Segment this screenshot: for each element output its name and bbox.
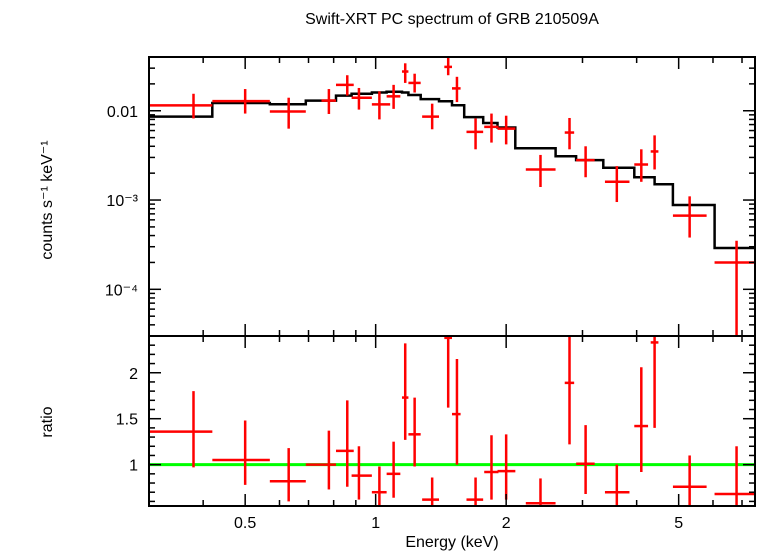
spectrum-frame bbox=[148, 56, 756, 337]
ratio-data-point bbox=[371, 466, 387, 506]
spectrum-data-point bbox=[650, 135, 659, 170]
y-tick-label: 1.5 bbox=[116, 412, 138, 429]
y-tick-label: 0.01 bbox=[107, 104, 138, 121]
spectrum-data-point bbox=[444, 57, 452, 76]
spectrum-data-point bbox=[422, 103, 440, 130]
spectrum-data-point bbox=[564, 117, 575, 150]
ratio-data-point bbox=[576, 425, 595, 495]
ratio-data-point bbox=[212, 420, 270, 485]
spectrum-data-point bbox=[634, 149, 649, 182]
ratio-data-group bbox=[149, 336, 755, 506]
ratio-data-point bbox=[305, 430, 336, 490]
x-tick-label: 1 bbox=[371, 515, 380, 532]
spectrum-data-point bbox=[351, 87, 372, 110]
chart-title: Swift-XRT PC spectrum of GRB 210509A bbox=[305, 11, 599, 28]
ratio-data-point bbox=[564, 336, 575, 445]
ratio-panel: 0.5 1 2 5 1 1.5 2 bbox=[116, 335, 756, 532]
spectrum-data-point bbox=[576, 146, 595, 178]
ratio-data-point bbox=[269, 448, 306, 502]
spectrum-data-point bbox=[452, 76, 461, 103]
spectrum-data-point bbox=[714, 240, 755, 336]
ratio-data-point bbox=[634, 367, 649, 472]
ratio-data-point bbox=[335, 400, 354, 487]
spectrum-data-point bbox=[604, 166, 630, 203]
spectrum-data-point bbox=[149, 93, 213, 119]
spectrum-data-point bbox=[408, 73, 421, 93]
y-tick-label: 2 bbox=[129, 366, 138, 383]
model-step-group bbox=[149, 90, 755, 250]
ratio-data-point bbox=[604, 464, 630, 506]
ratio-data-point bbox=[351, 446, 372, 500]
ratio-axes: 0.5 1 2 5 1 1.5 2 bbox=[116, 335, 755, 532]
spectrum-data-point bbox=[466, 118, 484, 150]
spectrum-data-point bbox=[401, 63, 409, 83]
ratio-data-point bbox=[672, 455, 707, 506]
spectrum-y-axis-label: counts s⁻¹ keV⁻¹ bbox=[39, 140, 56, 259]
ratio-data-point bbox=[386, 441, 401, 498]
spectrum-data-point bbox=[371, 91, 391, 120]
spectrum-data-point bbox=[525, 154, 556, 187]
ratio-data-point bbox=[452, 358, 461, 465]
spectrum-data-point bbox=[497, 115, 516, 145]
x-axis-label: Energy (keV) bbox=[405, 534, 498, 551]
ratio-data-point bbox=[650, 336, 659, 428]
ratio-y-axis-label: ratio bbox=[39, 406, 56, 437]
ratio-data-point bbox=[497, 434, 516, 500]
x-tick-label: 0.5 bbox=[234, 515, 256, 532]
ratio-data-point bbox=[525, 478, 556, 506]
ratio-data-point bbox=[466, 477, 484, 506]
ratio-data-point bbox=[714, 446, 755, 506]
spectrum-data-point bbox=[386, 84, 401, 109]
ratio-data-point bbox=[422, 477, 440, 506]
spectrum-data-point bbox=[672, 196, 707, 238]
ratio-frame bbox=[148, 335, 756, 507]
ratio-data-point bbox=[401, 343, 409, 440]
spectrum-panel: 0.01 10⁻³ 10⁻⁴ bbox=[105, 56, 756, 337]
ratio-data-point bbox=[484, 435, 499, 500]
model-step-line bbox=[149, 90, 755, 250]
ratio-data-point bbox=[149, 391, 213, 468]
spectrum-data-point bbox=[484, 113, 499, 143]
ratio-data-point bbox=[408, 397, 421, 467]
spectrum-data-point bbox=[321, 89, 336, 114]
y-tick-label: 1 bbox=[129, 458, 138, 475]
y-tick-label: 10⁻⁴ bbox=[105, 282, 138, 299]
ratio-data-point bbox=[444, 336, 452, 408]
spectrum-data-point bbox=[269, 97, 306, 129]
spectrum-data-point bbox=[212, 89, 270, 114]
y-tick-label: 10⁻³ bbox=[106, 193, 138, 210]
x-tick-label: 5 bbox=[674, 515, 683, 532]
spectrum-data-point bbox=[335, 75, 354, 96]
x-tick-label: 2 bbox=[502, 515, 511, 532]
spectrum-data-group bbox=[149, 57, 755, 336]
